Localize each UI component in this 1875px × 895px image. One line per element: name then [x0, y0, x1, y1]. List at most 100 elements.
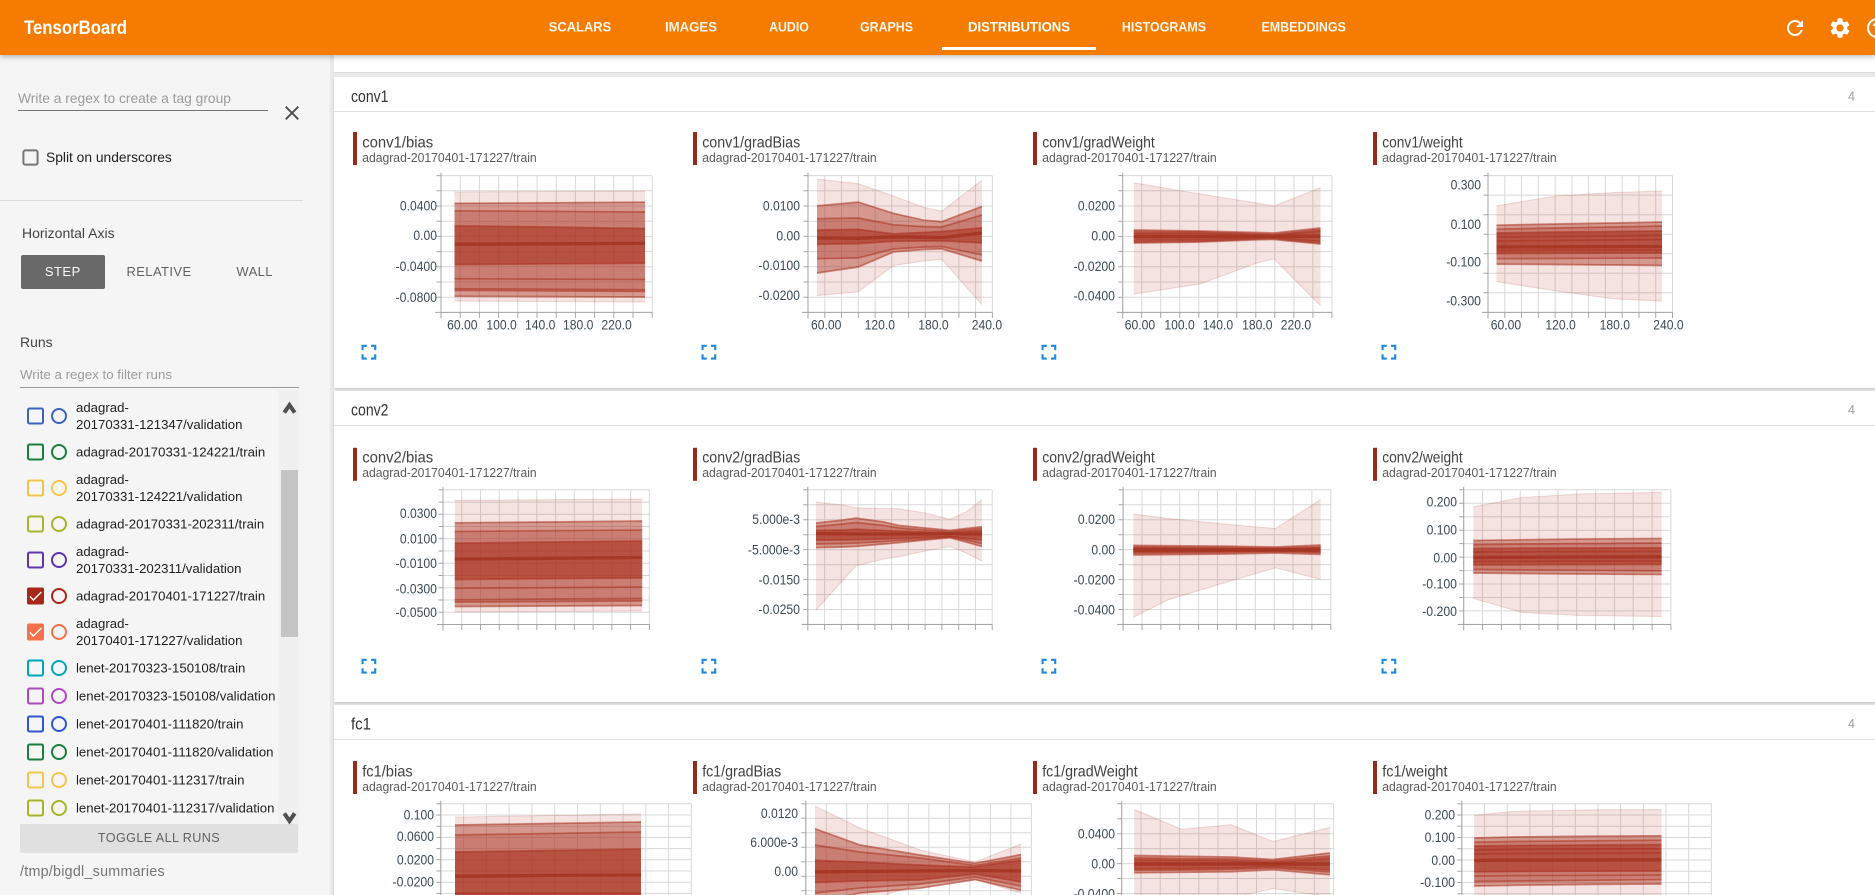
svg-text:20170331-202311/validation: 20170331-202311/validation — [76, 561, 241, 576]
svg-text:conv2: conv2 — [351, 402, 389, 420]
svg-text:0.0400: 0.0400 — [1078, 827, 1115, 842]
svg-text:conv2/gradWeight: conv2/gradWeight — [1042, 450, 1155, 467]
svg-text:0.100: 0.100 — [1451, 217, 1481, 232]
svg-text:conv1/weight: conv1/weight — [1382, 134, 1463, 151]
svg-text:-0.100: -0.100 — [1422, 576, 1457, 591]
svg-text:DISTRIBUTIONS: DISTRIBUTIONS — [968, 20, 1070, 35]
svg-text:0.0600: 0.0600 — [397, 829, 434, 844]
svg-text:0.00: 0.00 — [774, 864, 798, 879]
svg-text:0.00: 0.00 — [1091, 542, 1115, 557]
svg-text:-0.0250: -0.0250 — [759, 602, 801, 617]
svg-text:240.0: 240.0 — [1653, 318, 1683, 333]
svg-text:-0.0200: -0.0200 — [759, 288, 801, 303]
svg-text:0.00: 0.00 — [413, 228, 437, 243]
svg-text:0.200: 0.200 — [1427, 495, 1457, 510]
svg-text:lenet-20170401-111820/validati: lenet-20170401-111820/validation — [76, 745, 273, 760]
svg-text:60.00: 60.00 — [1125, 318, 1155, 333]
svg-text:180.0: 180.0 — [563, 318, 593, 333]
svg-text:0.00: 0.00 — [1091, 857, 1115, 872]
svg-text:180.0: 180.0 — [918, 318, 948, 333]
svg-text:HISTOGRAMS: HISTOGRAMS — [1122, 20, 1206, 35]
svg-text:60.00: 60.00 — [811, 318, 841, 333]
svg-text:conv2/weight: conv2/weight — [1382, 450, 1463, 467]
svg-text:adagrad-: adagrad- — [76, 472, 129, 487]
svg-text:adagrad-20170401-171227/train: adagrad-20170401-171227/train — [76, 589, 265, 604]
svg-text:20170331-124221/validation: 20170331-124221/validation — [76, 489, 242, 504]
svg-text:-5.000e-3: -5.000e-3 — [748, 543, 800, 558]
svg-text:AUDIO: AUDIO — [769, 20, 809, 35]
svg-text:-0.0400: -0.0400 — [1074, 886, 1116, 895]
svg-text:0.00: 0.00 — [1091, 229, 1115, 244]
svg-text:conv1: conv1 — [351, 88, 389, 106]
svg-text:-0.100: -0.100 — [1446, 255, 1481, 270]
svg-text:140.0: 140.0 — [1203, 318, 1233, 333]
svg-text:adagrad-: adagrad- — [76, 544, 129, 559]
svg-text:60.00: 60.00 — [447, 318, 477, 333]
svg-text:0.0300: 0.0300 — [400, 506, 437, 521]
svg-text:conv2/gradBias: conv2/gradBias — [702, 450, 800, 467]
svg-text:20170401-171227/validation: 20170401-171227/validation — [76, 633, 242, 648]
svg-text:0.100: 0.100 — [1425, 830, 1455, 845]
svg-text:-0.0800: -0.0800 — [396, 290, 438, 305]
svg-text:lenet-20170401-112317/validati: lenet-20170401-112317/validation — [76, 801, 274, 816]
svg-text:5.000e-3: 5.000e-3 — [752, 512, 800, 527]
svg-text:lenet-20170401-111820/train: lenet-20170401-111820/train — [76, 717, 243, 732]
svg-text:-0.100: -0.100 — [1420, 875, 1455, 890]
svg-text:EMBEDDINGS: EMBEDDINGS — [1262, 20, 1346, 35]
svg-text:fc1: fc1 — [351, 716, 371, 734]
svg-text:120.0: 120.0 — [1545, 318, 1575, 333]
svg-text:0.200: 0.200 — [1425, 808, 1455, 823]
svg-text:fc1/gradBias: fc1/gradBias — [702, 763, 781, 780]
svg-text:0.0100: 0.0100 — [763, 199, 800, 214]
svg-text:-0.0200: -0.0200 — [393, 875, 435, 890]
svg-text:0.0200: 0.0200 — [1078, 199, 1115, 214]
svg-text:-0.0150: -0.0150 — [759, 573, 801, 588]
svg-text:220.0: 220.0 — [601, 318, 631, 333]
svg-text:adagrad-20170401-171227/train: adagrad-20170401-171227/train — [1042, 151, 1217, 165]
svg-text:100.0: 100.0 — [486, 318, 516, 333]
svg-text:-0.0400: -0.0400 — [396, 259, 438, 274]
svg-text:adagrad-20170331-202311/train: adagrad-20170331-202311/train — [76, 517, 264, 532]
svg-text:-0.0400: -0.0400 — [1074, 288, 1116, 303]
svg-text:4: 4 — [1848, 90, 1855, 104]
svg-text:adagrad-20170401-171227/train: adagrad-20170401-171227/train — [362, 151, 537, 165]
svg-text:240.0: 240.0 — [972, 318, 1002, 333]
svg-text:0.100: 0.100 — [404, 808, 434, 823]
svg-text:180.0: 180.0 — [1242, 318, 1272, 333]
svg-text:140.0: 140.0 — [525, 318, 555, 333]
svg-text:0.00: 0.00 — [776, 229, 800, 244]
svg-text:adagrad-: adagrad- — [76, 616, 129, 631]
svg-text:-0.0400: -0.0400 — [1074, 603, 1116, 618]
svg-text:adagrad-20170401-171227/train: adagrad-20170401-171227/train — [702, 151, 877, 165]
svg-text:-0.0300: -0.0300 — [396, 581, 438, 596]
svg-text:120.0: 120.0 — [865, 318, 895, 333]
svg-text:adagrad-20170401-171227/train: adagrad-20170401-171227/train — [362, 780, 537, 794]
svg-text:0.0200: 0.0200 — [1078, 512, 1115, 527]
svg-text:adagrad-20170401-171227/train: adagrad-20170401-171227/train — [1382, 466, 1557, 480]
svg-text:GRAPHS: GRAPHS — [860, 20, 913, 35]
svg-text:TensorBoard: TensorBoard — [24, 17, 127, 39]
svg-text:fc1/gradWeight: fc1/gradWeight — [1042, 763, 1138, 780]
svg-text:lenet-20170401-112317/train: lenet-20170401-112317/train — [76, 773, 244, 788]
svg-text:4: 4 — [1848, 403, 1855, 417]
svg-text:adagrad-20170401-171227/train: adagrad-20170401-171227/train — [1382, 151, 1557, 165]
svg-text:0.0200: 0.0200 — [397, 853, 434, 868]
svg-text:lenet-20170323-150108/validati: lenet-20170323-150108/validation — [76, 689, 275, 704]
svg-text:adagrad-20170401-171227/train: adagrad-20170401-171227/train — [1042, 780, 1217, 794]
svg-text:adagrad-20170401-171227/train: adagrad-20170401-171227/train — [362, 466, 537, 480]
svg-text:adagrad-20170401-171227/train: adagrad-20170401-171227/train — [702, 466, 877, 480]
svg-text:0.00: 0.00 — [1431, 853, 1455, 868]
svg-text:conv2/bias: conv2/bias — [362, 450, 433, 467]
svg-text:-0.0200: -0.0200 — [1074, 259, 1116, 274]
svg-text:conv1/gradWeight: conv1/gradWeight — [1042, 134, 1155, 151]
svg-text:conv1/gradBias: conv1/gradBias — [702, 134, 800, 151]
svg-text:0.0100: 0.0100 — [400, 531, 437, 546]
svg-text:-0.200: -0.200 — [1422, 604, 1457, 619]
svg-text:fc1/bias: fc1/bias — [362, 763, 413, 780]
svg-text:adagrad-: adagrad- — [76, 400, 129, 415]
svg-text:180.0: 180.0 — [1600, 318, 1630, 333]
svg-text:-0.0100: -0.0100 — [396, 556, 438, 571]
svg-text:conv1/bias: conv1/bias — [362, 134, 433, 151]
svg-text:0.0400: 0.0400 — [400, 198, 437, 213]
svg-text:adagrad-20170401-171227/train: adagrad-20170401-171227/train — [702, 780, 877, 794]
